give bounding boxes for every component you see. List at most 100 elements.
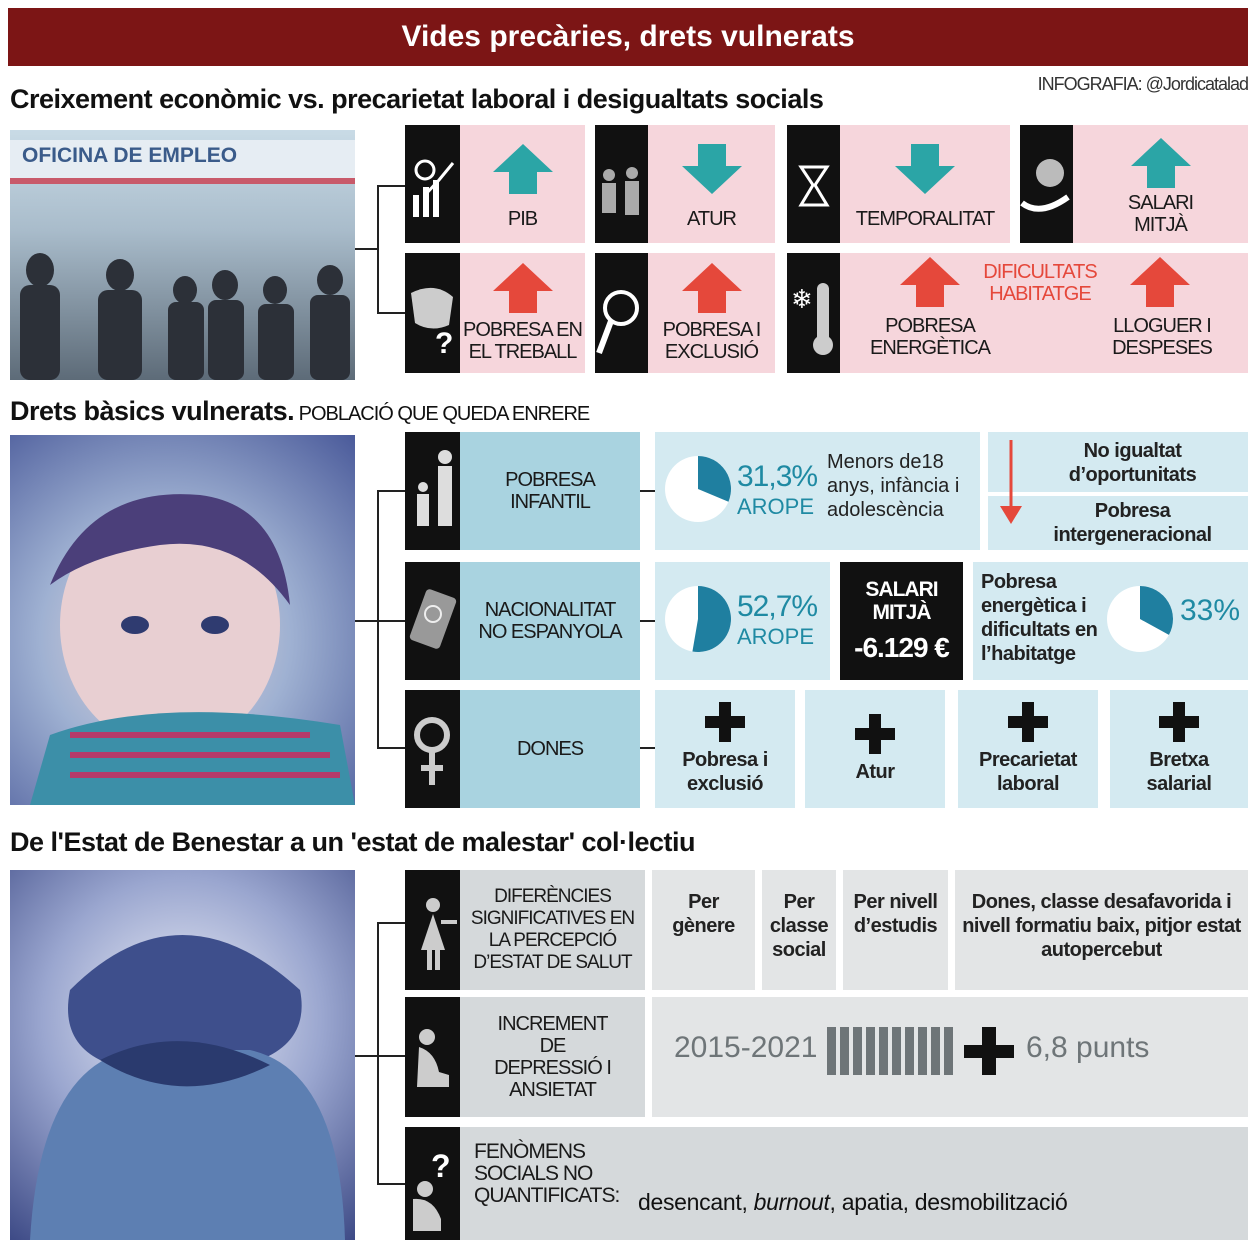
item-label: Bretxa salarial — [1146, 749, 1212, 795]
connector — [377, 312, 405, 314]
item-box: Per classe social — [762, 870, 836, 990]
tile: ATUR — [648, 125, 775, 243]
stat-box: Pobresa energètica i dificultats en l’ha… — [973, 562, 1248, 680]
pie-unit: AROPE — [737, 494, 815, 519]
item-label: Per classe social — [769, 891, 829, 961]
tile: DIFICULTATS HABITATGE POBRESA ENERGÈTICA… — [840, 253, 1248, 373]
connector — [377, 490, 379, 748]
group-label: DONES — [460, 690, 640, 808]
photo — [10, 870, 355, 1240]
group-label: POBRESA INFANTIL — [460, 432, 640, 550]
consequence-box — [988, 496, 1248, 550]
icon-box — [1020, 125, 1073, 243]
connector — [355, 620, 377, 622]
tile-label: LLOGUER I DESPESES — [1112, 315, 1213, 359]
item-label: Dones, classe desafavorida i nivell form… — [962, 891, 1241, 961]
item-box: Pobresa i exclusió — [655, 690, 795, 808]
pie — [1107, 586, 1173, 652]
icon-box — [405, 125, 460, 243]
arrow-up — [681, 263, 742, 313]
tile: TEMPORALITAT — [840, 125, 1010, 243]
icon-box — [405, 997, 460, 1117]
tile: PIB — [460, 125, 585, 243]
pie-value: 52,7% — [737, 590, 818, 623]
svg-text:?: ? — [435, 327, 453, 360]
icon-box — [595, 253, 648, 373]
connector — [377, 1183, 405, 1185]
sign — [10, 140, 355, 184]
header-bar: Vides precàries, drets vulnerats — [8, 8, 1248, 66]
icon-box — [595, 125, 648, 243]
tile-label: PIB — [507, 208, 538, 230]
plus-icon — [705, 702, 745, 742]
sign-text: OFICINA DE EMPLEO — [22, 144, 238, 167]
tile: SALARI MITJÀ — [1073, 125, 1248, 243]
arrow-up — [1130, 138, 1191, 188]
consequence: No igualtat d’oportunitats — [1068, 440, 1197, 486]
plus-icon — [1008, 702, 1048, 742]
salary-label: SALARI MITJÀ — [865, 578, 938, 624]
icon-box — [405, 690, 460, 808]
note: Menors de18 anys, infància i adolescènci… — [827, 451, 960, 521]
plus-icon — [1159, 702, 1199, 742]
connector — [377, 1055, 405, 1057]
connector — [377, 185, 405, 187]
icon-box: ❄ — [787, 253, 840, 373]
tile-label: POBRESA EN EL TREBALL — [463, 319, 583, 363]
pie — [665, 586, 731, 652]
item-box: Precarietat laboral — [958, 690, 1098, 808]
svg-text:❄: ❄ — [791, 284, 813, 314]
item-label: Precarietat laboral — [979, 749, 1077, 795]
connector — [377, 922, 405, 924]
pie-slice — [692, 586, 731, 652]
salary-box: SALARI MITJÀ -6.129 € — [840, 562, 963, 680]
pie-slice — [698, 456, 731, 502]
item-label: Atur — [855, 761, 895, 783]
value: 6,8 punts — [1026, 1031, 1150, 1064]
stat-box: 2015-2021 6,8 punts — [652, 997, 1248, 1117]
title: Vides precàries, drets vulnerats — [401, 20, 855, 53]
phenomenon: desencant, — [638, 1189, 748, 1215]
connector — [377, 747, 405, 749]
photo: OFICINA DE EMPLEO — [10, 130, 355, 380]
group-label: DIFERÈNCIES SIGNIFICATIVES EN LA PERCEPC… — [460, 870, 645, 990]
item-label: Per gènere — [672, 891, 735, 937]
plus-bar — [1022, 702, 1034, 742]
plus-bar — [719, 702, 731, 742]
consequence-box — [988, 432, 1248, 492]
connector — [640, 620, 655, 622]
item-box: Atur — [805, 690, 945, 808]
svg-text:?: ? — [431, 1148, 451, 1184]
tile-label: POBRESA ENERGÈTICA — [869, 315, 991, 359]
section-title: Drets bàsics vulnerats. — [10, 396, 295, 426]
tile-label: SALARI MITJÀ — [1127, 192, 1194, 236]
section-title: De l'Estat de Benestar a un 'estat de ma… — [10, 827, 696, 857]
credit: INFOGRAFIA: @Jordicatalad — [1037, 74, 1249, 94]
pie-slice — [1140, 586, 1173, 635]
arrow-down — [1000, 440, 1022, 524]
item-box: Bretxa salarial — [1110, 690, 1248, 808]
phenomenon: burnout — [753, 1189, 830, 1215]
item-box: Per gènere — [652, 870, 755, 990]
tile: POBRESA I EXCLUSIÓ — [648, 253, 775, 373]
item-label: Pobresa i exclusió — [682, 749, 768, 795]
section-heading: Drets bàsics vulnerats. POBLACIÓ QUE QUE… — [10, 396, 590, 427]
bars-icon — [827, 1027, 1014, 1075]
icon-box — [405, 562, 460, 680]
group-label: FENÒMENS SOCIALS NO QUANTIFICATS: — [474, 1140, 620, 1207]
pie — [665, 456, 731, 522]
plus-icon — [855, 714, 895, 754]
pie-value: 33% — [1180, 594, 1241, 627]
arrow-down — [681, 144, 742, 194]
connector — [355, 1055, 377, 1057]
tile-label: TEMPORALITAT — [855, 208, 995, 230]
pie-unit: AROPE — [737, 624, 815, 649]
connector — [640, 490, 655, 492]
tile-label: DIFICULTATS HABITATGE — [983, 261, 1097, 305]
section-title: Creixement econòmic vs. precarietat labo… — [10, 84, 824, 114]
connector — [377, 620, 405, 622]
phenomenon: , apatia, desmobilització — [829, 1189, 1068, 1215]
period: 2015-2021 — [674, 1031, 818, 1064]
icon-box — [787, 125, 840, 243]
